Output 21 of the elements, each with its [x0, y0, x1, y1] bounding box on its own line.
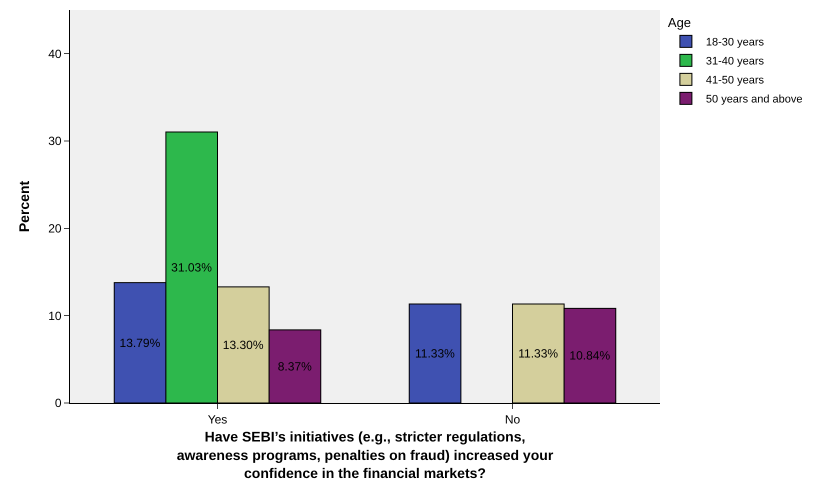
y-tick-label: 30 — [48, 134, 62, 148]
legend-label: 18-30 years — [706, 36, 764, 49]
legend-label: 31-40 years — [706, 56, 764, 68]
y-tick-label: 0 — [54, 396, 62, 410]
x-tick-label: Yes — [208, 412, 228, 426]
legend-title: Age — [668, 14, 692, 30]
legend-label: 41-50 years — [706, 74, 764, 87]
legend-label: 50 years and above — [706, 94, 803, 106]
y-tick-label: 40 — [48, 46, 62, 61]
y-tick-label: 10 — [48, 308, 62, 323]
y-axis-title: Percent — [16, 180, 32, 232]
y-tick-label: 20 — [48, 222, 62, 236]
x-axis-title: Have SEBI’s initiatives (e.g., stricter regulations, awareness programs, penalties on fraud) increased your confidence in the financial markets? — [176, 428, 554, 482]
data-label: 31.03% — [171, 260, 212, 274]
data-label: 10.84% — [569, 348, 610, 363]
data-label: 8.37% — [278, 359, 312, 374]
data-label: 11.33% — [518, 346, 558, 361]
data-label: 13.79% — [120, 336, 161, 350]
data-label: 13.30% — [222, 338, 264, 352]
x-tick-label: No — [504, 412, 520, 426]
data-label: 11.33% — [414, 346, 456, 361]
